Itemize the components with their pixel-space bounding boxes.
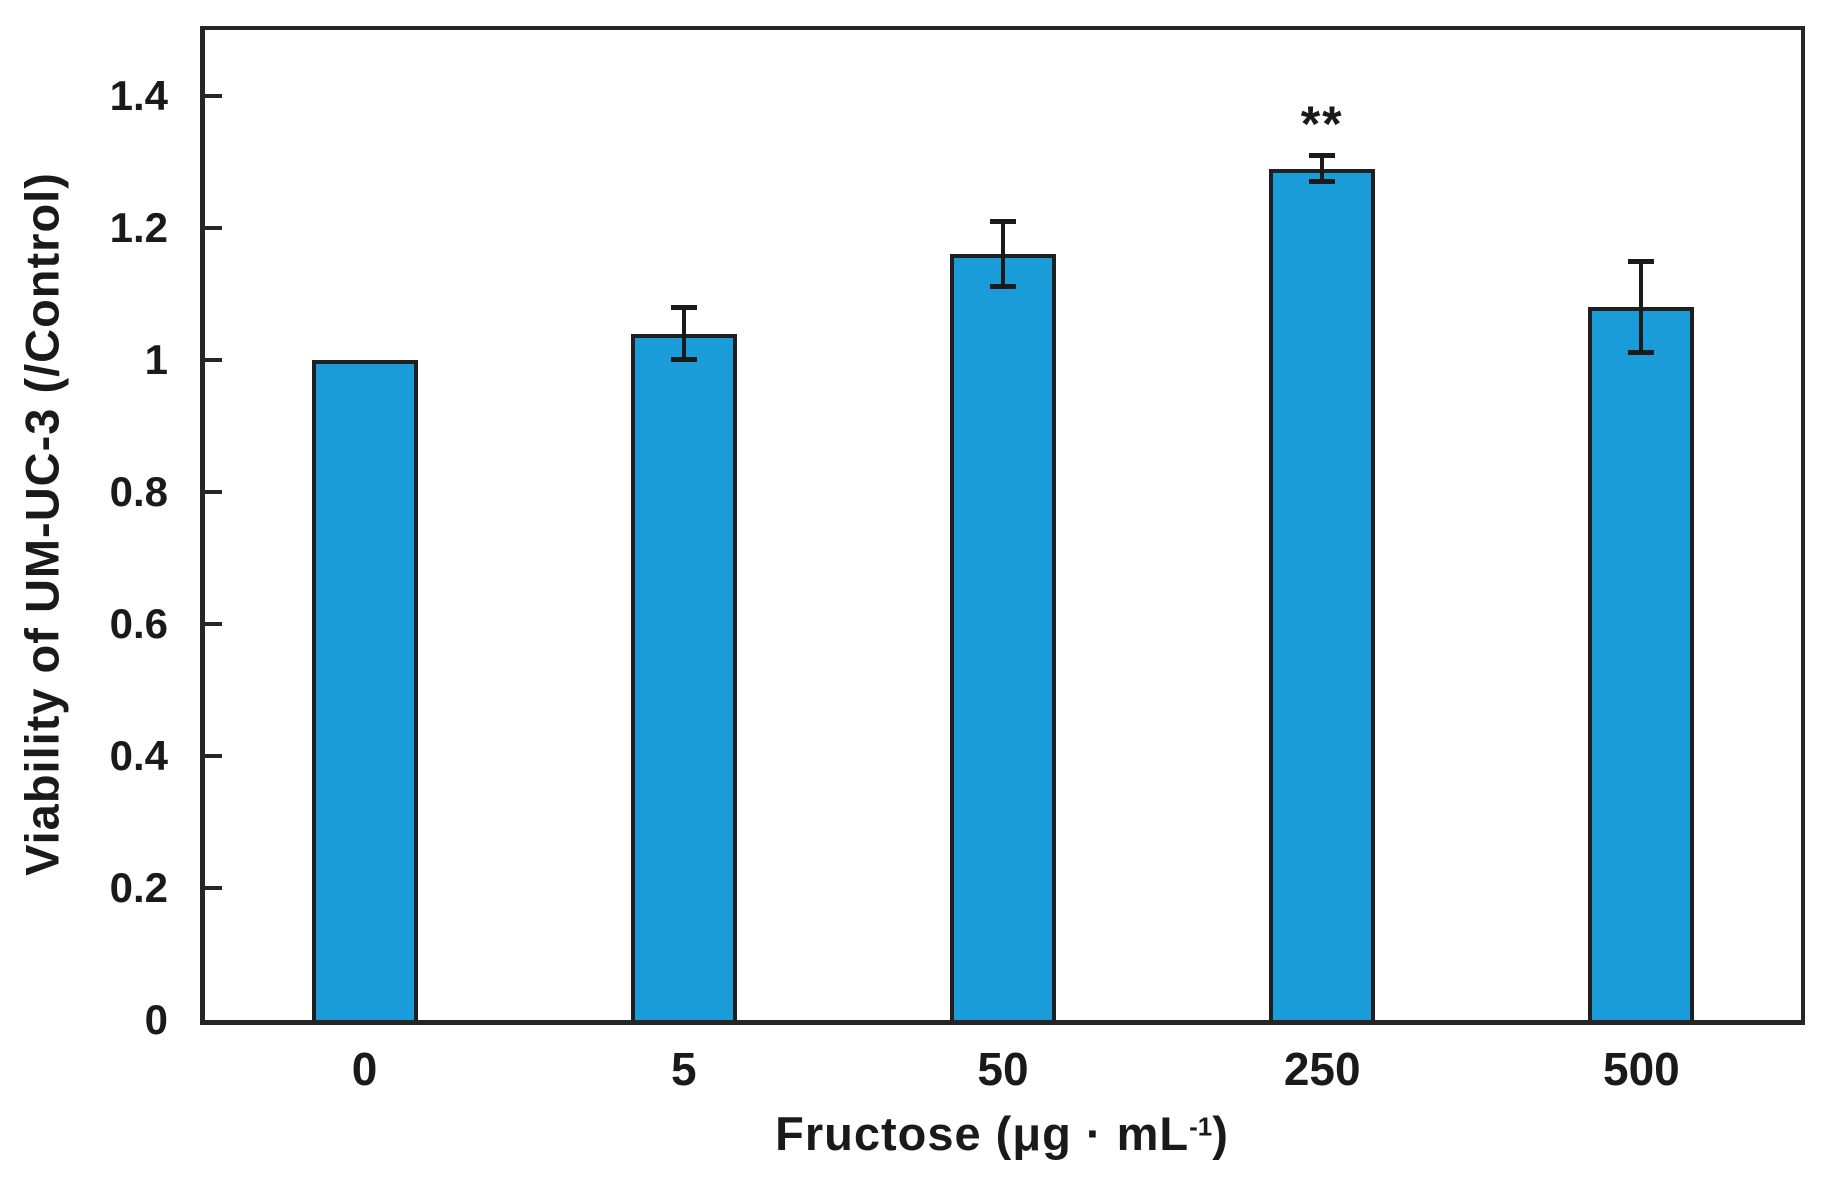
x-tick-label: 0 — [351, 1043, 378, 1095]
y-tick-label: 0.2 — [109, 864, 168, 911]
error-bar-cap-top — [1628, 259, 1655, 264]
x-axis-title-text: Fructose (μg · mL — [775, 1107, 1190, 1160]
error-bar-cap-bottom — [990, 284, 1016, 290]
error-bar-cap-top — [670, 305, 697, 311]
y-tick-label: 0 — [144, 996, 168, 1043]
error-bar-line — [1320, 155, 1325, 182]
x-axis-title-close-paren: ) — [1212, 1107, 1229, 1160]
y-tick-label: 1.2 — [109, 204, 168, 251]
y-tick-label: 0.8 — [109, 468, 168, 515]
y-tick-mark — [205, 94, 222, 98]
y-tick-mark — [205, 754, 222, 758]
bar — [630, 333, 737, 1020]
bar — [1588, 307, 1695, 1020]
y-tick-mark — [205, 226, 222, 230]
y-tick-mark — [205, 490, 222, 494]
y-axis-title: Viability of UM-UC-3 (/Control) — [15, 172, 69, 876]
error-bar-line — [1639, 261, 1644, 354]
y-tick-mark — [205, 622, 222, 626]
y-tick-label: 0.4 — [109, 732, 168, 779]
x-tick-label: 250 — [1283, 1043, 1361, 1095]
y-tick-label: 0.6 — [109, 600, 168, 647]
x-tick-label: 500 — [1603, 1043, 1680, 1095]
x-tick-label: 5 — [671, 1043, 697, 1095]
x-axis-title: Fructose (μg · mL-1) — [775, 1106, 1229, 1161]
y-tick-label: 1.4 — [109, 72, 168, 119]
x-tick-label: 50 — [977, 1043, 1029, 1095]
error-bar-cap-bottom — [1309, 178, 1336, 184]
bar — [950, 254, 1056, 1020]
bar — [311, 360, 418, 1020]
error-bar-cap-top — [990, 219, 1016, 225]
bar — [1269, 168, 1376, 1020]
error-bar-cap-bottom — [1628, 350, 1655, 356]
y-tick-mark — [205, 358, 222, 362]
error-bar-line — [1001, 221, 1005, 288]
error-bar-line — [681, 307, 686, 360]
error-bar-cap-top — [1309, 153, 1336, 159]
y-tick-mark — [205, 886, 222, 890]
x-axis-title-superscript: -1 — [1189, 1111, 1213, 1142]
significance-marker: ** — [1300, 96, 1344, 153]
error-bar-cap-bottom — [670, 357, 697, 362]
y-tick-label: 1 — [144, 336, 168, 383]
